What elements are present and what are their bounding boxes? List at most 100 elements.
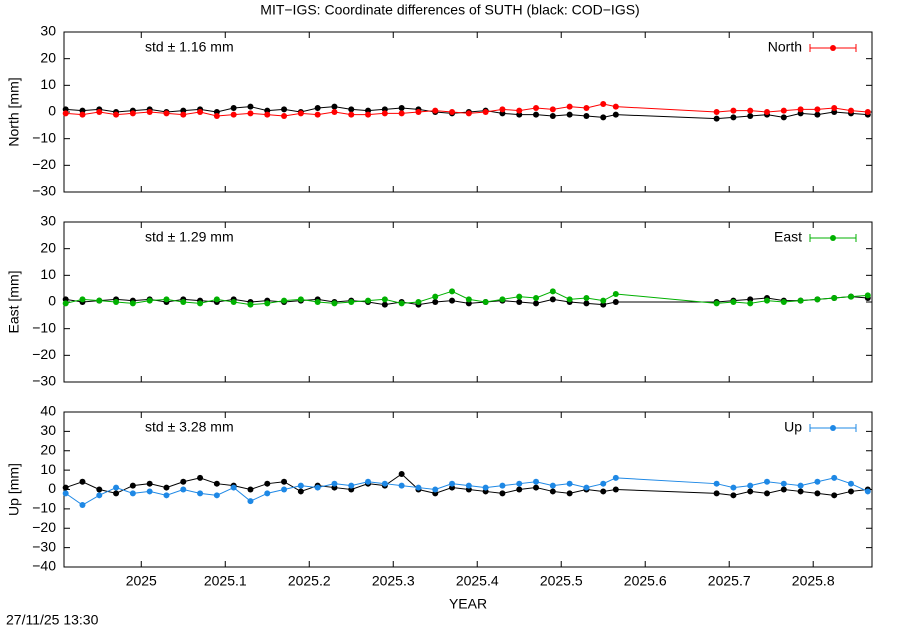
data-point <box>247 103 254 110</box>
data-point <box>96 109 103 115</box>
data-point <box>213 492 220 499</box>
data-point <box>180 486 187 493</box>
data-point <box>348 111 355 118</box>
y-tick-label: −20 <box>32 519 56 535</box>
data-point <box>831 295 838 301</box>
data-point <box>583 295 590 301</box>
data-point <box>465 482 472 489</box>
data-point <box>348 299 355 305</box>
data-point <box>713 300 720 307</box>
x-tick-label: 2025.3 <box>372 573 415 589</box>
data-point <box>549 488 556 495</box>
data-point <box>180 478 187 485</box>
data-point <box>79 502 86 508</box>
y-tick-label: −30 <box>32 538 56 554</box>
data-point <box>848 480 855 487</box>
data-point <box>129 110 136 117</box>
y-tick-label: −30 <box>32 183 56 199</box>
data-point <box>113 111 120 118</box>
data-point <box>398 110 405 117</box>
legend-swatch <box>830 425 836 431</box>
data-point <box>583 105 590 111</box>
y-axis-label: North [mm] <box>6 77 22 146</box>
x-tick-label: 2025.7 <box>708 573 751 589</box>
data-point <box>113 490 120 497</box>
data-point <box>612 474 619 481</box>
y-tick-label: 30 <box>40 23 56 39</box>
data-point <box>365 297 372 304</box>
y-tick-label: 20 <box>40 49 56 65</box>
std-annotation: std ± 1.29 mm <box>145 229 234 245</box>
data-point <box>314 299 321 305</box>
data-point <box>398 105 405 111</box>
data-point <box>213 113 220 119</box>
data-point <box>197 109 204 115</box>
data-point <box>797 488 804 495</box>
data-point <box>533 111 540 118</box>
chart-title: MIT−IGS: Coordinate differences of SUTH … <box>260 2 639 18</box>
data-point <box>365 478 372 485</box>
x-tick-label: 2025.2 <box>288 573 331 589</box>
data-point <box>516 107 523 114</box>
data-point <box>465 110 472 117</box>
data-point <box>432 486 439 493</box>
y-tick-label: 10 <box>40 461 56 477</box>
y-tick-label: −20 <box>32 346 56 362</box>
data-point <box>398 482 405 489</box>
data-point <box>797 482 804 489</box>
data-point <box>612 103 619 110</box>
x-tick-label: 2025.8 <box>792 573 835 589</box>
legend-swatch <box>830 235 836 241</box>
x-tick-label: 2025.4 <box>456 573 499 589</box>
data-point <box>533 295 540 301</box>
data-point <box>831 105 838 111</box>
data-point <box>831 492 838 499</box>
data-point <box>566 490 573 497</box>
data-point <box>566 111 573 118</box>
data-point <box>281 113 288 119</box>
data-point <box>213 296 220 303</box>
data-point <box>583 113 590 119</box>
data-point <box>831 474 838 481</box>
std-annotation: std ± 3.28 mm <box>145 419 234 435</box>
data-point <box>814 111 821 118</box>
data-point <box>482 484 489 491</box>
data-point <box>146 109 153 115</box>
y-tick-label: 20 <box>40 239 56 255</box>
data-point <box>864 488 871 495</box>
data-point <box>449 297 456 304</box>
data-point <box>848 488 855 495</box>
data-point <box>96 486 103 493</box>
data-point <box>730 299 737 305</box>
y-tick-label: −30 <box>32 373 56 389</box>
data-point <box>331 109 338 115</box>
data-point <box>180 299 187 305</box>
timestamp: 27/11/25 13:30 <box>6 612 99 628</box>
data-point <box>163 110 170 117</box>
data-point <box>247 498 254 505</box>
data-point <box>848 293 855 300</box>
data-point <box>814 478 821 485</box>
data-point <box>348 482 355 489</box>
data-point <box>264 480 271 487</box>
data-point <box>549 482 556 489</box>
data-point <box>516 299 523 305</box>
y-tick-label: 0 <box>48 103 56 119</box>
data-point <box>297 296 304 303</box>
data-point <box>230 299 237 305</box>
legend-label: North <box>768 39 802 55</box>
data-point <box>398 300 405 307</box>
data-point <box>482 299 489 305</box>
data-point <box>281 297 288 304</box>
data-point <box>549 106 556 113</box>
data-point <box>713 490 720 497</box>
data-point <box>62 490 69 497</box>
data-point <box>62 484 69 491</box>
data-point <box>62 300 69 307</box>
data-point <box>163 296 170 303</box>
data-point <box>814 106 821 113</box>
y-axis-label: East [mm] <box>6 270 22 333</box>
y-tick-label: −20 <box>32 156 56 172</box>
data-point <box>730 484 737 491</box>
data-point <box>96 492 103 499</box>
